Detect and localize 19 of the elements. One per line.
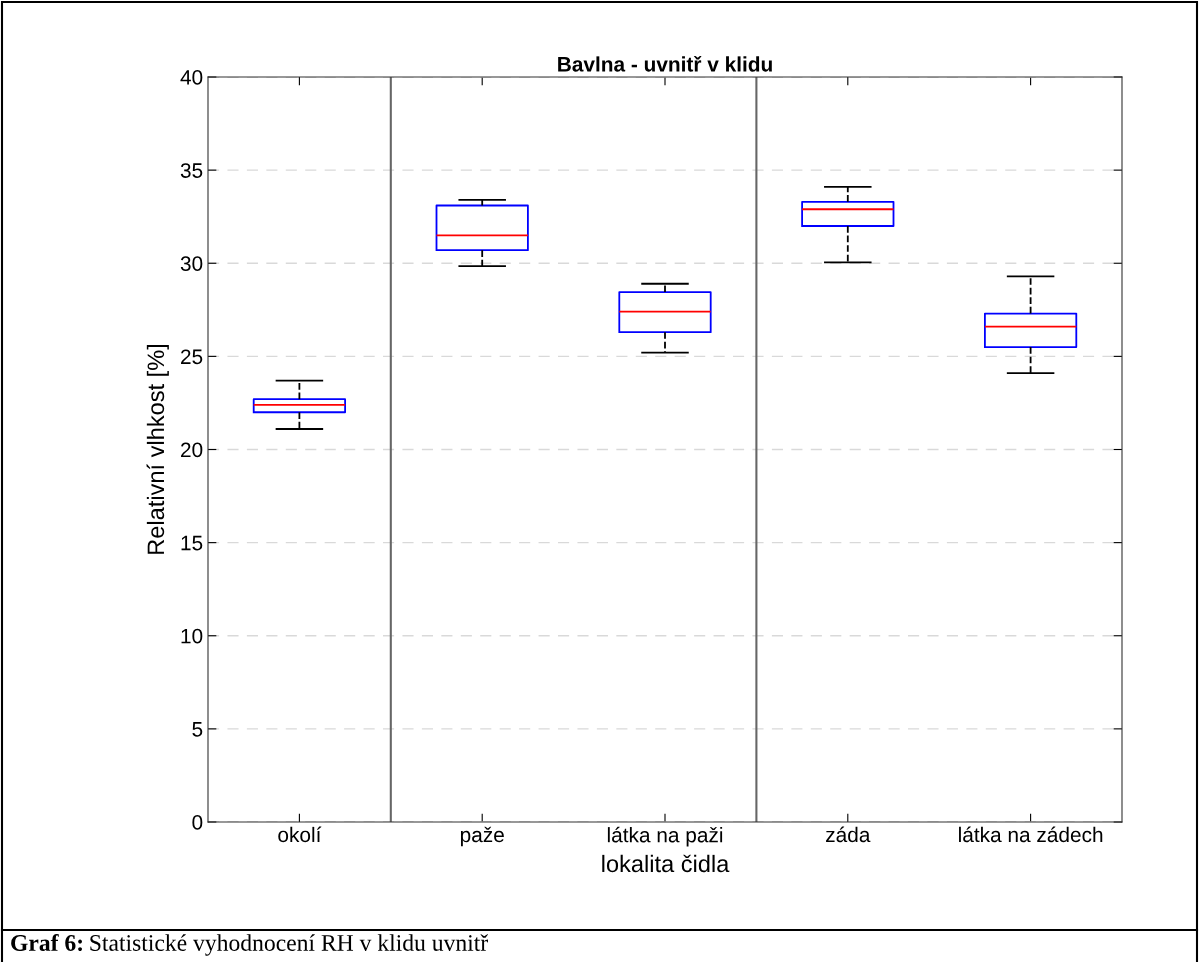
x-tick-label: paže xyxy=(460,826,504,847)
x-tick-label: látka na zádech xyxy=(959,826,1103,843)
y-tick-label: 25 xyxy=(181,349,203,365)
x-tick-label: záda xyxy=(826,826,871,843)
y-tick-label: 35 xyxy=(180,163,203,178)
y-tick-label: 0 xyxy=(192,815,203,830)
y-tick-label: 20 xyxy=(181,442,203,458)
y-tick-label: 10 xyxy=(181,628,203,644)
y-tick-label: 40 xyxy=(180,70,203,85)
text: Graf 6: xyxy=(11,934,82,952)
y-tick-label: 15 xyxy=(181,535,203,551)
text: Statistické vyhodnocení RH v klidu uvnitř xyxy=(90,934,488,956)
y-tick-label: 30 xyxy=(180,256,203,271)
y-axis-title: Relativní vlhkost [%] xyxy=(146,344,169,554)
x-tick-label: látka na paži xyxy=(607,826,723,847)
x-tick-label: okolí xyxy=(278,826,322,843)
y-tick-label: 5 xyxy=(192,722,203,737)
x-axis-title: lokalita čidla xyxy=(602,854,730,873)
chart-title: Bavlna - uvnitř v klidu xyxy=(558,55,772,72)
